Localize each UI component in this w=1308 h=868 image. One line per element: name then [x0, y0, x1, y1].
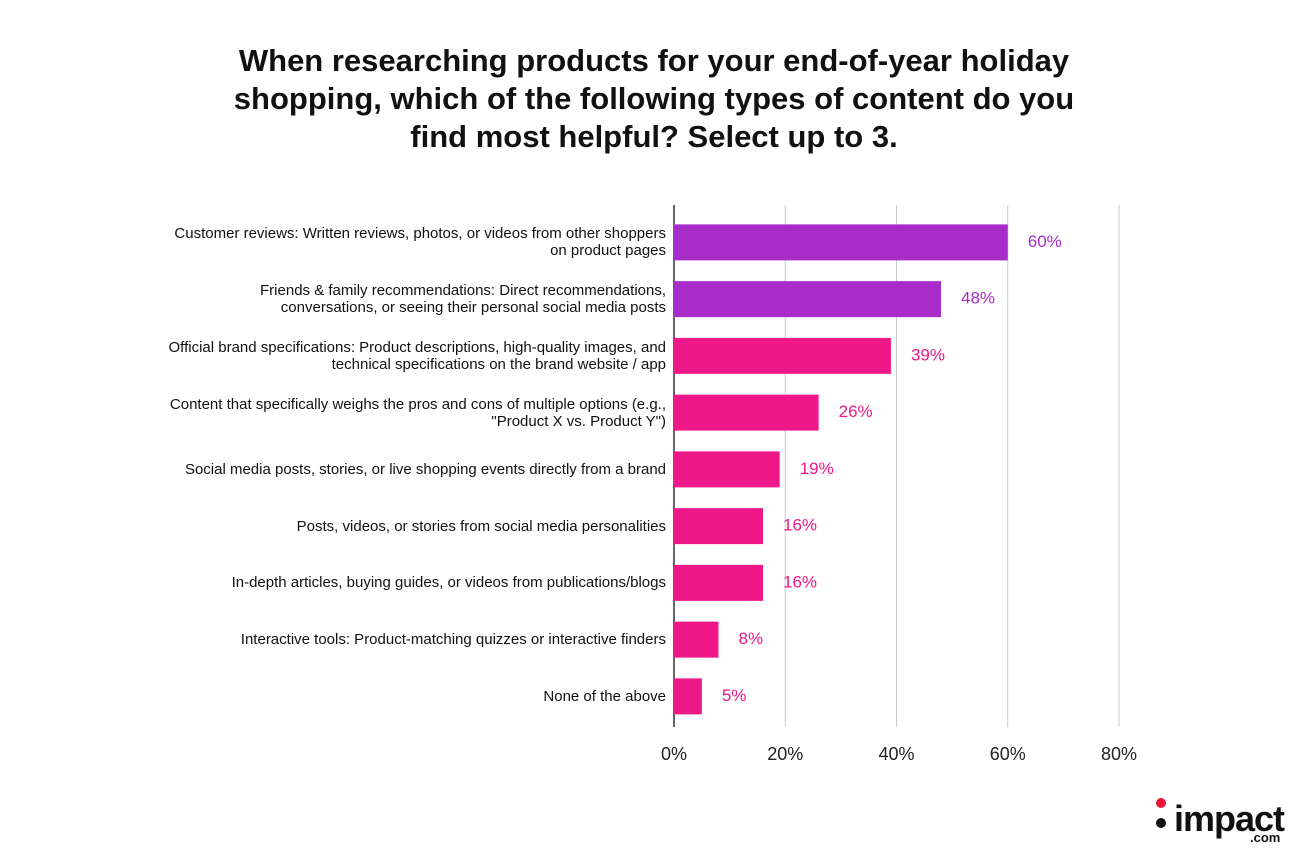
value-label: 8%: [739, 629, 764, 648]
category-label: Friends & family recommendations: Direct…: [260, 282, 666, 317]
value-label: 5%: [722, 686, 747, 705]
logo-dot: [1156, 798, 1166, 808]
bar: [674, 564, 763, 601]
x-tick-label: 80%: [1101, 744, 1137, 764]
bar: [674, 281, 941, 318]
bar: [674, 337, 891, 374]
logo-dot: [1156, 818, 1166, 828]
chart-title: When researching products for your end-o…: [233, 43, 1075, 154]
category-label: Customer reviews: Written reviews, photo…: [174, 225, 666, 260]
value-label: 16%: [783, 516, 817, 535]
bar: [674, 394, 819, 431]
value-label: 48%: [961, 289, 995, 308]
category-label: Posts, videos, or stories from social me…: [296, 517, 666, 535]
logo: impact: [1160, 798, 1285, 840]
category-label: Content that specifically weighs the pro…: [169, 395, 666, 430]
value-label: 60%: [1028, 232, 1062, 251]
value-label: 26%: [839, 402, 873, 421]
category-label: Social media posts, stories, or live sho…: [184, 460, 666, 478]
value-label: 16%: [783, 572, 817, 591]
category-label: Interactive tools: Product-matching quiz…: [240, 631, 666, 649]
value-label: 19%: [800, 459, 834, 478]
x-tick-label: 20%: [767, 744, 803, 764]
x-tick-label: 40%: [878, 744, 914, 764]
x-tick-label: 0%: [661, 744, 687, 764]
bar: [674, 678, 702, 715]
bar: [674, 621, 719, 658]
bar: [674, 451, 780, 488]
logo-name: impact: [1174, 798, 1285, 839]
category-label: Official brand specifications: Product d…: [168, 338, 666, 373]
category-label: None of the above: [543, 687, 666, 705]
logo-suffix: .com: [1250, 830, 1281, 845]
bar: [674, 224, 1008, 261]
category-label: In-depth articles, buying guides, or vid…: [231, 574, 666, 592]
x-tick-label: 60%: [990, 744, 1026, 764]
value-label: 39%: [911, 345, 945, 364]
bar: [674, 508, 763, 545]
